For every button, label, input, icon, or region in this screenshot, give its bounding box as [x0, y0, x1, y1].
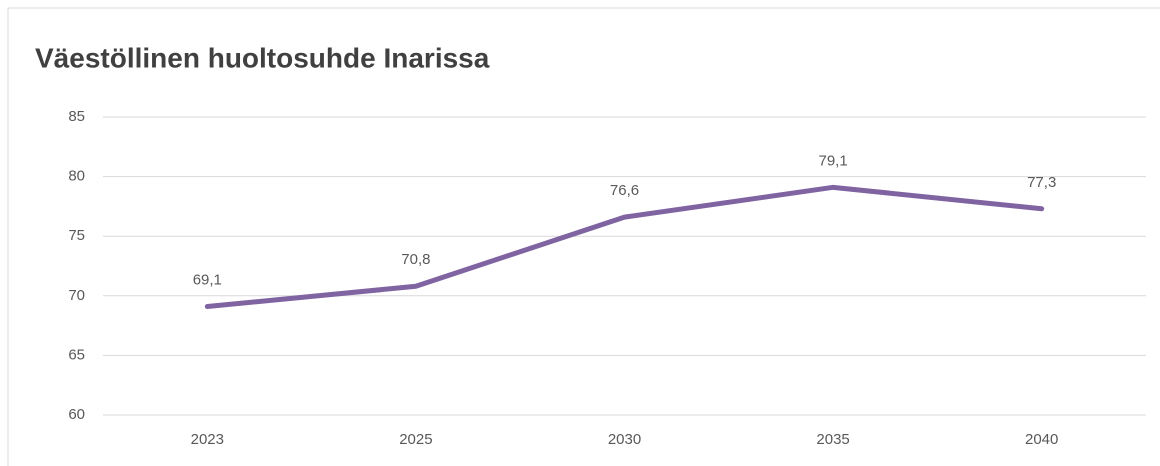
chart-border	[7, 7, 1160, 466]
y-tick-label: 75	[68, 227, 85, 244]
data-label: 69,1	[193, 271, 222, 288]
data-line	[204, 184, 1045, 310]
y-tick-label: 85	[68, 108, 85, 125]
x-tick-label: 2030	[608, 431, 641, 448]
data-label: 77,3	[1027, 174, 1056, 191]
data-label: 79,1	[818, 152, 847, 169]
x-tick-label: 2035	[816, 431, 849, 448]
x-tick-label: 2040	[1025, 431, 1058, 448]
data-label: 70,8	[401, 251, 430, 268]
y-tick-label: 70	[68, 287, 85, 304]
data-label: 76,6	[610, 182, 639, 199]
y-tick-label: 60	[68, 406, 85, 423]
chart-title: Väestöllinen huoltosuhde Inarissa	[35, 42, 490, 73]
x-tick-label: 2025	[399, 431, 432, 448]
x-tick-label: 2023	[191, 431, 224, 448]
y-tick-label: 65	[68, 346, 85, 363]
y-tick-label: 80	[68, 168, 85, 185]
